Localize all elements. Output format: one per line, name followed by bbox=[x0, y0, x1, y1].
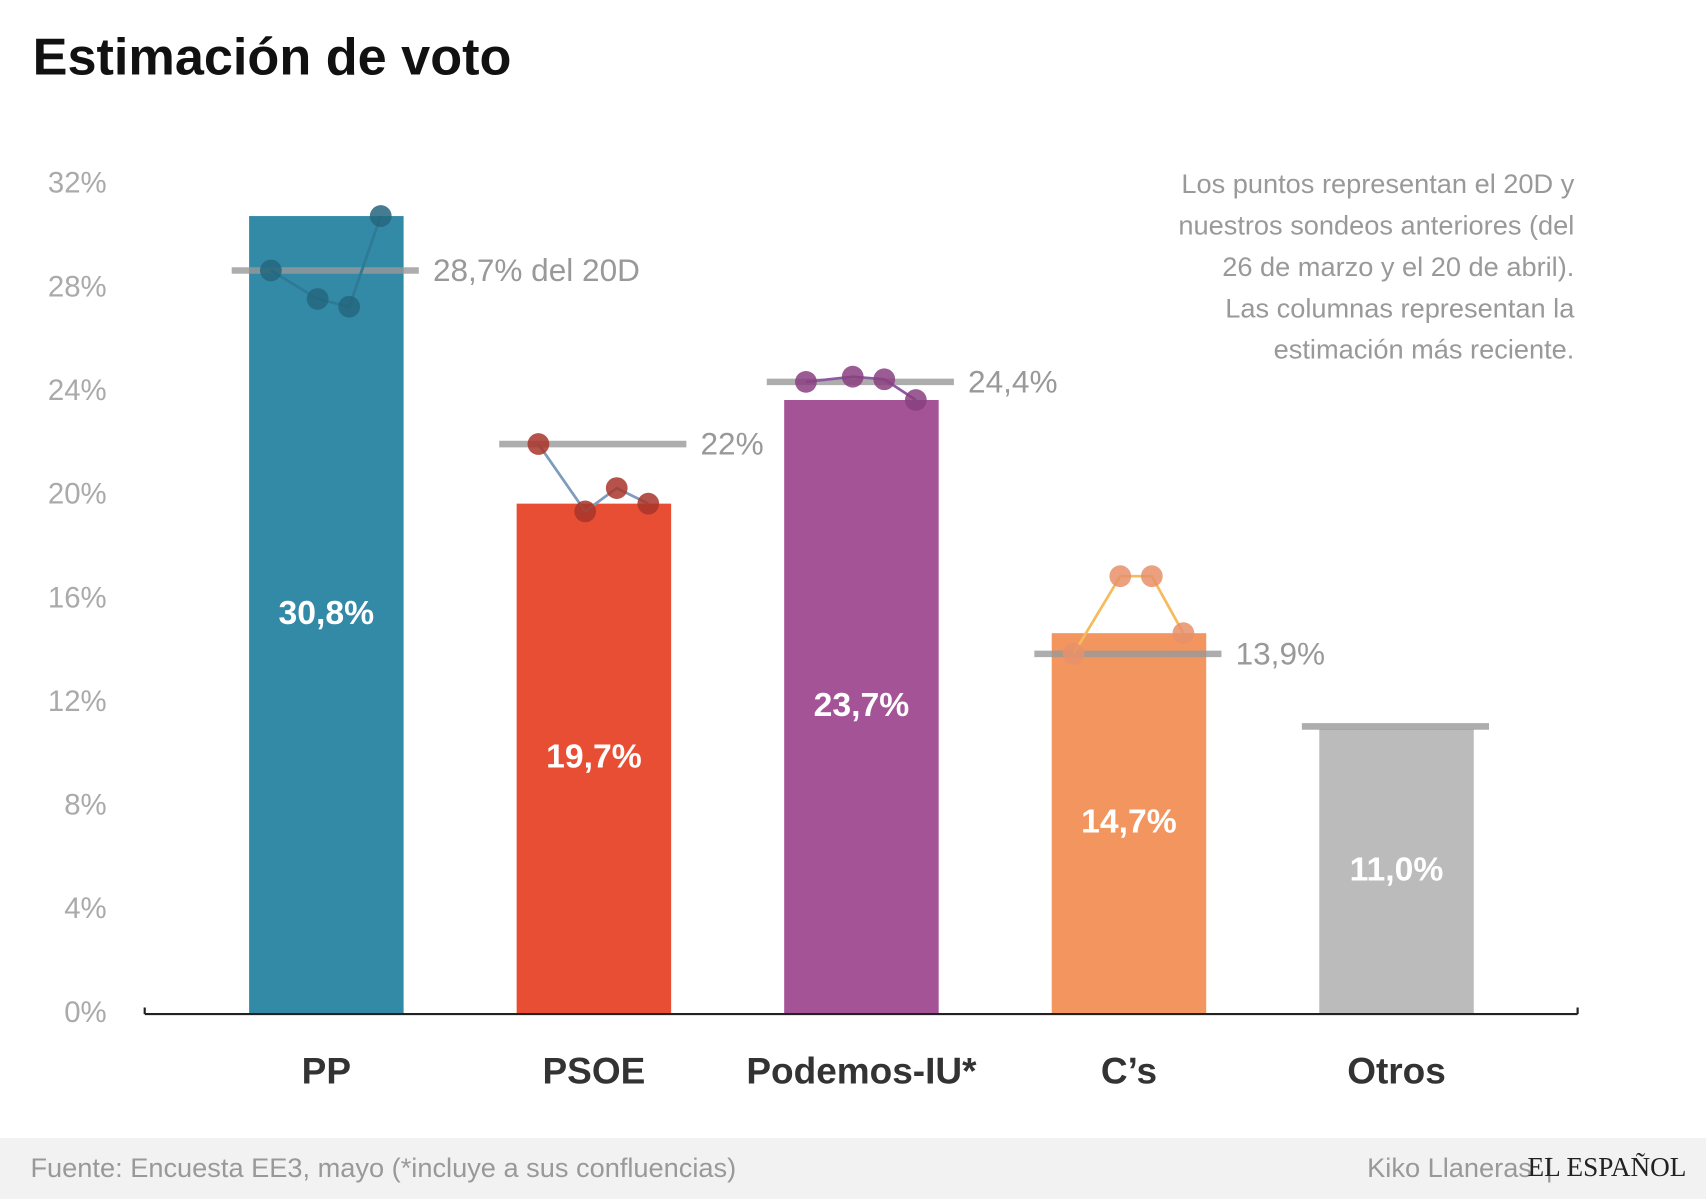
y-tick-label: 0% bbox=[64, 996, 106, 1029]
dot bbox=[1140, 565, 1163, 588]
reference-label: 22% bbox=[701, 426, 764, 462]
value-label: 19,7% bbox=[546, 738, 642, 776]
dot bbox=[1109, 565, 1132, 588]
y-tick-label: 4% bbox=[64, 892, 106, 925]
note: Los puntos representan el 20D y bbox=[1181, 168, 1574, 199]
y-tick-label: 16% bbox=[48, 581, 107, 614]
dot bbox=[904, 389, 927, 411]
value-label: 23,7% bbox=[814, 686, 910, 724]
reference-label: 24,4% bbox=[968, 363, 1057, 399]
separator: | bbox=[1546, 1152, 1553, 1183]
dot bbox=[841, 365, 864, 388]
dot bbox=[527, 433, 550, 455]
x-tick-label: C’s bbox=[1101, 1051, 1157, 1092]
chart-title: Estimación de voto bbox=[33, 29, 512, 87]
bar bbox=[516, 503, 672, 1015]
dot bbox=[259, 259, 282, 282]
footer-band bbox=[0, 1138, 1706, 1199]
y-tick-label: 12% bbox=[48, 685, 107, 718]
value-label: 11,0% bbox=[1350, 850, 1444, 888]
author: Kiko Llaneras bbox=[1367, 1152, 1532, 1183]
bar bbox=[249, 216, 404, 1015]
x-tick-label: PSOE bbox=[542, 1051, 645, 1092]
value-label: 14,7% bbox=[1081, 803, 1177, 841]
x-tick-label: PP bbox=[302, 1051, 351, 1092]
dot bbox=[1172, 622, 1195, 645]
note: nuestros sondeos anteriores (del bbox=[1178, 210, 1574, 241]
y-tick-label: 28% bbox=[48, 270, 107, 303]
dot bbox=[338, 295, 361, 318]
dot-line bbox=[805, 375, 917, 402]
dot-line bbox=[537, 443, 649, 514]
dot-line bbox=[270, 215, 383, 309]
value-label: 30,8% bbox=[279, 594, 375, 632]
note: estimación más reciente. bbox=[1274, 334, 1575, 365]
reference-label: 13,9% bbox=[1236, 635, 1325, 671]
source: Fuente: Encuesta EE3, mayo (*incluye a s… bbox=[30, 1152, 736, 1183]
bar bbox=[1051, 633, 1207, 1015]
bar bbox=[1319, 729, 1474, 1015]
dot bbox=[637, 492, 660, 515]
dot bbox=[605, 477, 628, 499]
dot bbox=[1062, 643, 1085, 665]
dot bbox=[369, 205, 392, 227]
dot bbox=[306, 288, 329, 310]
x-tick-label: Otros bbox=[1347, 1051, 1446, 1092]
note: 26 de marzo y el 20 de abril). bbox=[1222, 251, 1574, 282]
reference-label: 28,7% del 20D bbox=[433, 252, 640, 288]
dot bbox=[795, 370, 817, 393]
bar bbox=[784, 400, 939, 1015]
dot-line bbox=[1072, 574, 1185, 655]
y-tick-label: 20% bbox=[48, 478, 107, 511]
dot bbox=[873, 368, 896, 391]
dot bbox=[574, 500, 597, 523]
y-tick-label: 32% bbox=[48, 167, 107, 200]
x-tick-label: Podemos-IU* bbox=[746, 1051, 977, 1092]
note: Las columnas representan la bbox=[1225, 292, 1575, 323]
y-tick-label: 24% bbox=[48, 374, 107, 407]
y-tick-label: 8% bbox=[64, 789, 106, 822]
brand: EL ESPAÑOL bbox=[1528, 1152, 1687, 1182]
